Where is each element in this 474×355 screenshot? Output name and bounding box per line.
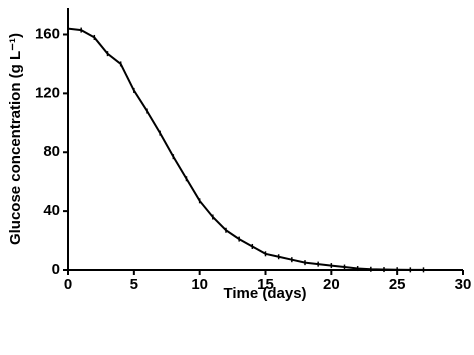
y-tick-label: 0 <box>52 261 60 278</box>
x-tick-label: 10 <box>191 276 208 293</box>
data-line <box>67 27 424 271</box>
y-tick-label: 80 <box>43 143 60 160</box>
x-tick-label: 30 <box>455 276 472 293</box>
x-axis-label: Time (days) <box>223 285 306 302</box>
y-tick-label: 160 <box>35 25 60 42</box>
x-tick-label: 0 <box>64 276 72 293</box>
x-tick-label: 5 <box>130 276 138 293</box>
y-tick-label: 40 <box>43 202 60 219</box>
y-axis-label: Glucose concentration (g L⁻¹) <box>7 33 24 245</box>
x-tick-label: 15 <box>257 276 274 293</box>
x-tick-label: 20 <box>323 276 340 293</box>
y-tick-label: 120 <box>35 84 60 101</box>
x-tick-label: 25 <box>389 276 406 293</box>
